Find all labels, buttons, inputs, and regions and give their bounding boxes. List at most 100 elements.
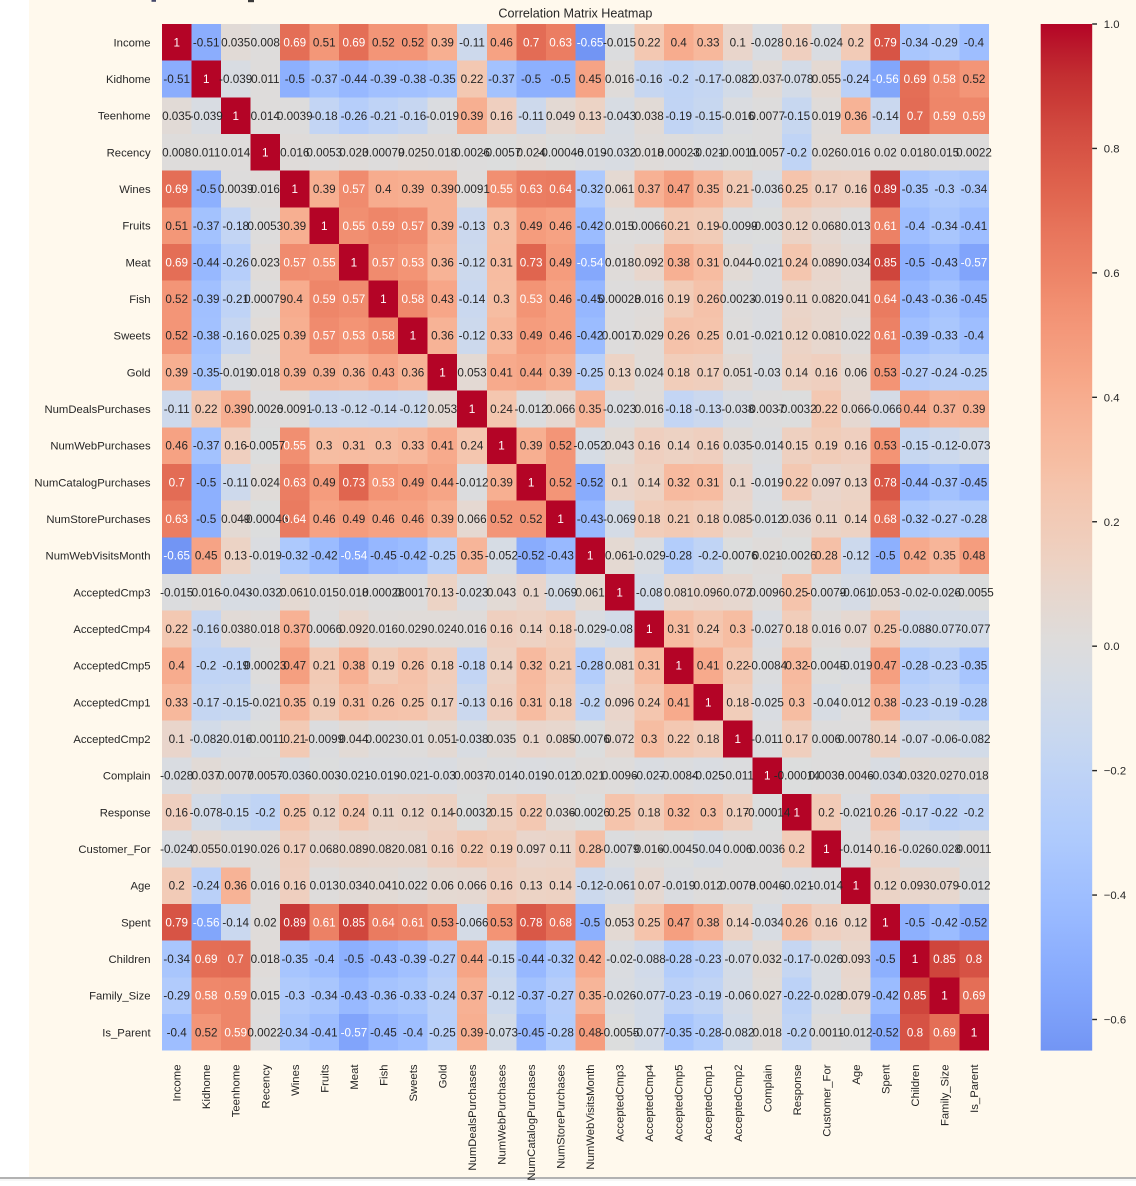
svg-text:0.25: 0.25 xyxy=(874,623,897,636)
svg-text:0.17: 0.17 xyxy=(815,183,838,196)
svg-text:0.46: 0.46 xyxy=(402,513,425,526)
svg-text:0.52: 0.52 xyxy=(195,1026,218,1039)
svg-text:0.46: 0.46 xyxy=(549,293,572,306)
svg-text:NumDealsPurchases: NumDealsPurchases xyxy=(467,1064,479,1170)
svg-text:0.015: 0.015 xyxy=(930,146,960,159)
svg-text:-0.11: -0.11 xyxy=(459,36,485,49)
svg-text:0.026: 0.026 xyxy=(812,146,841,159)
svg-text:0.0017: 0.0017 xyxy=(395,586,431,599)
svg-text:1: 1 xyxy=(173,36,180,49)
svg-text:−0.4: −0.4 xyxy=(1104,890,1126,902)
svg-text:0.066: 0.066 xyxy=(546,403,575,416)
svg-text:0.035: 0.035 xyxy=(723,440,753,453)
svg-text:0.1: 0.1 xyxy=(730,36,746,49)
svg-text:Response: Response xyxy=(100,807,151,819)
svg-text:0.0017: 0.0017 xyxy=(602,330,638,343)
svg-text:0.051: 0.051 xyxy=(723,366,752,379)
svg-text:-0.039: -0.039 xyxy=(190,110,223,123)
svg-text:-0.024: -0.024 xyxy=(160,843,194,856)
svg-text:0.016: 0.016 xyxy=(605,73,634,86)
svg-text:-0.16: -0.16 xyxy=(400,110,427,123)
svg-text:0.015: 0.015 xyxy=(605,220,635,233)
svg-text:0.0046: 0.0046 xyxy=(749,880,785,893)
svg-text:0.78: 0.78 xyxy=(520,916,543,929)
svg-text:0.022: 0.022 xyxy=(841,330,870,343)
svg-text:0.066: 0.066 xyxy=(457,880,486,893)
svg-text:0.16: 0.16 xyxy=(224,440,247,453)
svg-text:-0.13: -0.13 xyxy=(459,696,486,709)
svg-text:-0.18: -0.18 xyxy=(222,220,249,233)
svg-text:Kidhome: Kidhome xyxy=(201,1065,213,1110)
svg-text:-0.28: -0.28 xyxy=(961,513,988,526)
svg-text:-0.061: -0.061 xyxy=(603,880,636,893)
svg-text:-0.061: -0.061 xyxy=(839,586,872,599)
svg-text:-0.52: -0.52 xyxy=(518,550,545,563)
svg-text:0.016: 0.016 xyxy=(251,880,280,893)
svg-text:0.53: 0.53 xyxy=(402,256,425,269)
svg-text:Income: Income xyxy=(114,37,151,49)
svg-text:-0.4: -0.4 xyxy=(403,1026,424,1039)
svg-text:0.69: 0.69 xyxy=(283,36,306,49)
svg-text:0.041: 0.041 xyxy=(841,293,870,306)
svg-text:0.016: 0.016 xyxy=(192,586,221,599)
svg-text:-0.019: -0.019 xyxy=(367,770,400,783)
svg-text:0.24: 0.24 xyxy=(638,696,661,709)
svg-text:-0.034: -0.034 xyxy=(751,916,785,929)
svg-text:0.26: 0.26 xyxy=(874,806,897,819)
svg-text:-0.12: -0.12 xyxy=(488,990,515,1003)
svg-text:0.053: 0.053 xyxy=(605,916,634,929)
svg-text:0.1: 0.1 xyxy=(169,733,185,746)
svg-text:0.36: 0.36 xyxy=(845,110,868,123)
svg-text:Spent: Spent xyxy=(121,917,151,929)
svg-text:-0.078: -0.078 xyxy=(190,806,223,819)
svg-text:-0.5: -0.5 xyxy=(905,256,926,269)
svg-text:Recency: Recency xyxy=(260,1064,272,1108)
svg-text:-0.0099: -0.0099 xyxy=(304,733,344,746)
svg-text:0.013: 0.013 xyxy=(841,220,870,233)
svg-text:Teenhome: Teenhome xyxy=(231,1065,243,1118)
svg-text:1: 1 xyxy=(380,293,387,306)
svg-text:0.41: 0.41 xyxy=(697,660,720,673)
svg-text:0.22: 0.22 xyxy=(520,806,543,819)
svg-text:-0.4: -0.4 xyxy=(314,953,335,966)
svg-text:0.13: 0.13 xyxy=(579,110,602,123)
svg-text:-0.019: -0.019 xyxy=(219,366,252,379)
svg-text:-0.52: -0.52 xyxy=(872,1026,899,1039)
svg-text:Correlation Matrix Heatmap: Correlation Matrix Heatmap xyxy=(498,6,652,20)
svg-text:-0.07: -0.07 xyxy=(724,953,751,966)
svg-text:-0.12: -0.12 xyxy=(459,256,486,269)
svg-text:-0.12: -0.12 xyxy=(843,550,870,563)
svg-text:Gold: Gold xyxy=(438,1065,450,1089)
svg-text:0.39: 0.39 xyxy=(283,366,306,379)
svg-text:-0.27: -0.27 xyxy=(547,990,574,1003)
svg-text:0.13: 0.13 xyxy=(520,880,543,893)
svg-text:-0.021: -0.021 xyxy=(780,880,813,893)
svg-text:-0.42: -0.42 xyxy=(931,916,958,929)
svg-text:AcceptedCmp5: AcceptedCmp5 xyxy=(674,1065,686,1142)
svg-text:0.36: 0.36 xyxy=(343,366,366,379)
svg-text:Family_Size: Family_Size xyxy=(940,1065,952,1127)
svg-text:0.85: 0.85 xyxy=(343,916,366,929)
svg-text:−0.6: −0.6 xyxy=(1104,1014,1126,1026)
svg-text:0.69: 0.69 xyxy=(963,990,986,1003)
svg-text:0.082: 0.082 xyxy=(812,293,841,306)
svg-text:0.0078: 0.0078 xyxy=(838,733,874,746)
svg-text:-0.42: -0.42 xyxy=(400,550,427,563)
svg-text:-0.0084: -0.0084 xyxy=(659,770,699,783)
svg-text:0.35: 0.35 xyxy=(461,550,484,563)
svg-text:1: 1 xyxy=(882,916,889,929)
svg-text:0.089: 0.089 xyxy=(339,843,368,856)
svg-text:-0.016: -0.016 xyxy=(219,733,252,746)
svg-text:0.69: 0.69 xyxy=(933,1026,956,1039)
svg-text:0.8: 0.8 xyxy=(907,1026,923,1039)
svg-text:0.25: 0.25 xyxy=(785,183,808,196)
svg-text:0.36: 0.36 xyxy=(402,366,425,379)
svg-text:0.53: 0.53 xyxy=(490,916,513,929)
svg-text:0.21: 0.21 xyxy=(313,660,336,673)
svg-text:-0.015: -0.015 xyxy=(160,586,194,599)
svg-text:0.26: 0.26 xyxy=(372,696,395,709)
svg-text:-0.06: -0.06 xyxy=(724,990,751,1003)
svg-text:-0.32: -0.32 xyxy=(577,183,604,196)
svg-text:-0.5: -0.5 xyxy=(196,513,217,526)
svg-text:0.19: 0.19 xyxy=(697,220,720,233)
